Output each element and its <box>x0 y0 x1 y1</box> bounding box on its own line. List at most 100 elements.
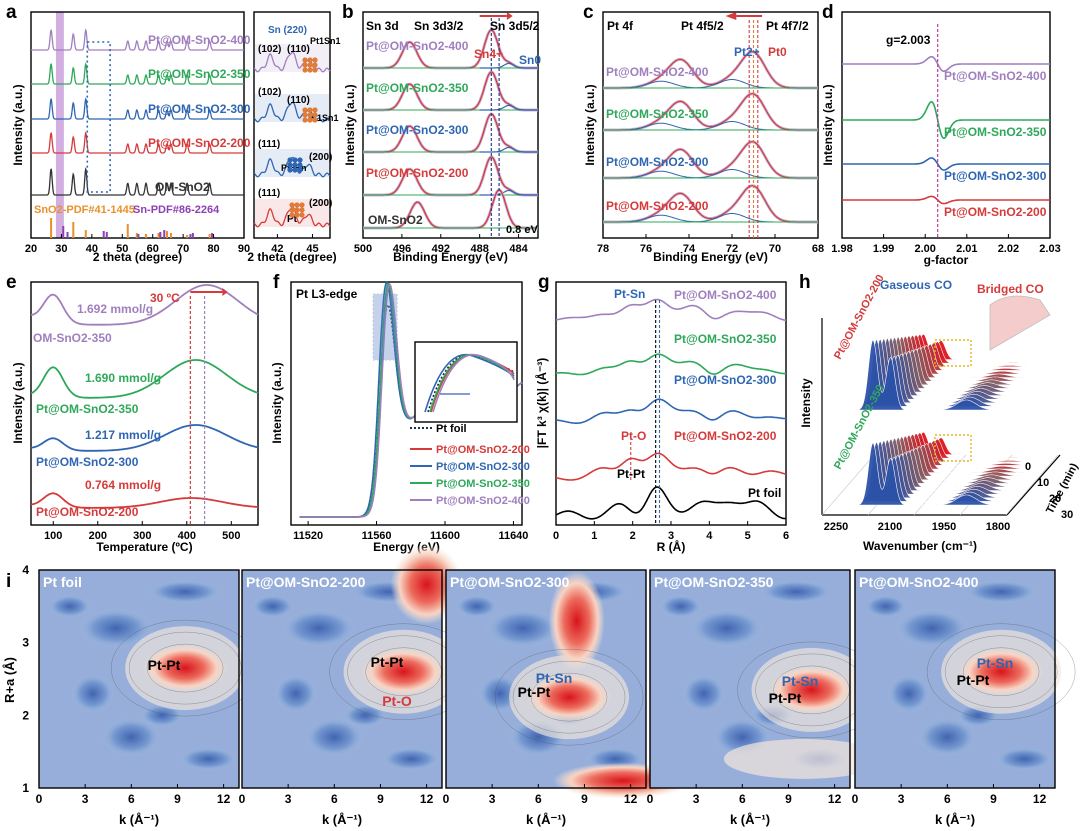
series-label: Pt@OM-SnO2-350 <box>366 81 469 95</box>
g-annotation: g=2.003 <box>886 33 931 47</box>
ref-stick <box>211 233 214 238</box>
bond-label: Pt-Pt <box>148 657 181 673</box>
x-tick-label: 11520 <box>293 530 323 542</box>
contour <box>530 672 608 722</box>
inset-label: (200) <box>309 152 332 163</box>
x-tick-label: 2.02 <box>998 243 1019 255</box>
bond-label: Pt-Pt <box>518 684 551 700</box>
reference-label: Sn-PDF#86-2264 <box>133 204 220 216</box>
x-tick-label: 11640 <box>498 530 528 542</box>
z-tick-label: 30 <box>1061 509 1073 521</box>
inset-label: Pt1Sn1 <box>310 36 341 46</box>
map-frame <box>241 569 443 789</box>
cool-blob <box>140 703 185 728</box>
x-tick-label: 484 <box>509 243 528 255</box>
z-tick-label: 0 <box>1025 461 1031 473</box>
series-line <box>555 486 786 520</box>
x-tick-label: 9 <box>174 792 181 806</box>
map-title: Pt@OM-SnO2-400 <box>859 574 979 590</box>
x-tick-label: 1 <box>591 530 597 542</box>
series-line <box>30 284 259 326</box>
x-tick-label: 492 <box>432 243 450 255</box>
crystal-icon <box>312 62 318 68</box>
series-line <box>556 353 786 376</box>
cool-blob <box>863 594 908 619</box>
x-tick-label: 0 <box>852 792 859 806</box>
y-axis-label: Intensity (a.u.) <box>821 84 835 165</box>
bond-label: Pt-Pt <box>371 654 404 670</box>
series-label: Pt@OM-SnO2-200 <box>366 166 469 180</box>
x-tick-label: 9 <box>581 792 588 806</box>
cool-blob <box>758 579 835 604</box>
x-tick-label: 70 <box>769 243 781 255</box>
series-label: Pt@OM-SnO2-350 <box>674 332 777 346</box>
inset-fill <box>255 149 329 177</box>
ref-stick <box>166 231 169 238</box>
series-line <box>842 100 1050 140</box>
sn0-component <box>479 62 538 69</box>
x-tick-label: 4 <box>706 530 713 542</box>
series-label: Pt@OM-SnO2-400 <box>366 39 469 53</box>
z-axis-label: Time (min) <box>1044 461 1080 516</box>
inset-label: (110) <box>287 44 310 55</box>
x-tick-label: 488 <box>470 243 488 255</box>
x-tick-label: 6 <box>783 530 789 542</box>
panel-letter: b <box>342 2 354 23</box>
x-tick-label: 1.98 <box>831 243 852 255</box>
crystal-icon <box>294 202 300 208</box>
series-line <box>555 398 787 424</box>
x-tick-label: 42 <box>271 243 283 255</box>
x-tick-label: 40 <box>86 243 98 255</box>
crystal-icon <box>297 167 303 173</box>
ref-stick <box>84 230 87 238</box>
crystal-icon <box>292 167 298 173</box>
cool-blob <box>454 594 499 619</box>
peak-annotation: Pt-O <box>621 429 646 443</box>
map-frame <box>854 569 1056 789</box>
panel-title: Sn 3d <box>366 19 399 33</box>
series-label: Pt@OM-SnO2-200 <box>148 136 251 150</box>
series-label: Pt@OM-SnO2-200 <box>36 505 139 519</box>
x-axis-label: 2 theta (degree) <box>93 250 182 264</box>
x-axis-label: Binding Energy (eV) <box>653 250 768 264</box>
crystal-icon <box>289 212 295 218</box>
series-line <box>31 131 244 154</box>
cool-blob <box>917 717 978 758</box>
contour <box>512 660 626 734</box>
map-title: Pt@OM-SnO2-350 <box>654 574 774 590</box>
y-tick-label: 1 <box>22 781 29 795</box>
legend-label: Pt@OM-SnO2-400 <box>436 495 530 507</box>
panel-title: Pt 4f <box>607 19 634 33</box>
x-tick-label: 11560 <box>362 530 392 542</box>
panel-letter: a <box>6 2 17 23</box>
ref-stick <box>126 224 129 238</box>
ref-stick <box>62 226 65 238</box>
series-line <box>31 28 244 51</box>
x-tick-label: 0 <box>443 792 450 806</box>
hotspot <box>527 673 612 722</box>
series-label: Pt@OM-SnO2-300 <box>366 123 469 137</box>
x-tick-label: 6 <box>128 792 135 806</box>
crystal-icon <box>312 57 318 63</box>
panel-letter: c <box>583 2 594 23</box>
x-tick-label: 12 <box>624 792 638 806</box>
x-tick-label: 500 <box>354 243 372 255</box>
x-tick-label: 0 <box>553 530 559 542</box>
reference-label: SnO2-PDF#41-1445 <box>34 204 135 216</box>
series-label: OM-SnO2-350 <box>33 331 112 345</box>
legend-label: Pt foil <box>436 423 467 435</box>
x-tick-label: 30 <box>55 243 67 255</box>
x-axis-label: k (Å⁻¹) <box>730 812 770 827</box>
series-line <box>30 359 259 399</box>
arrow-head <box>222 288 228 296</box>
cool-blob <box>893 608 970 649</box>
x-axis-label: k (Å⁻¹) <box>322 812 362 827</box>
zoom-box <box>86 41 111 193</box>
panel-letter: d <box>822 2 834 23</box>
panel-b-frame <box>362 11 539 239</box>
bridged-box <box>934 339 972 367</box>
peak-label: Sn 3d5/2 <box>490 19 540 33</box>
x-tick-label: 100 <box>44 530 62 542</box>
x-tick-label: 0 <box>239 792 246 806</box>
